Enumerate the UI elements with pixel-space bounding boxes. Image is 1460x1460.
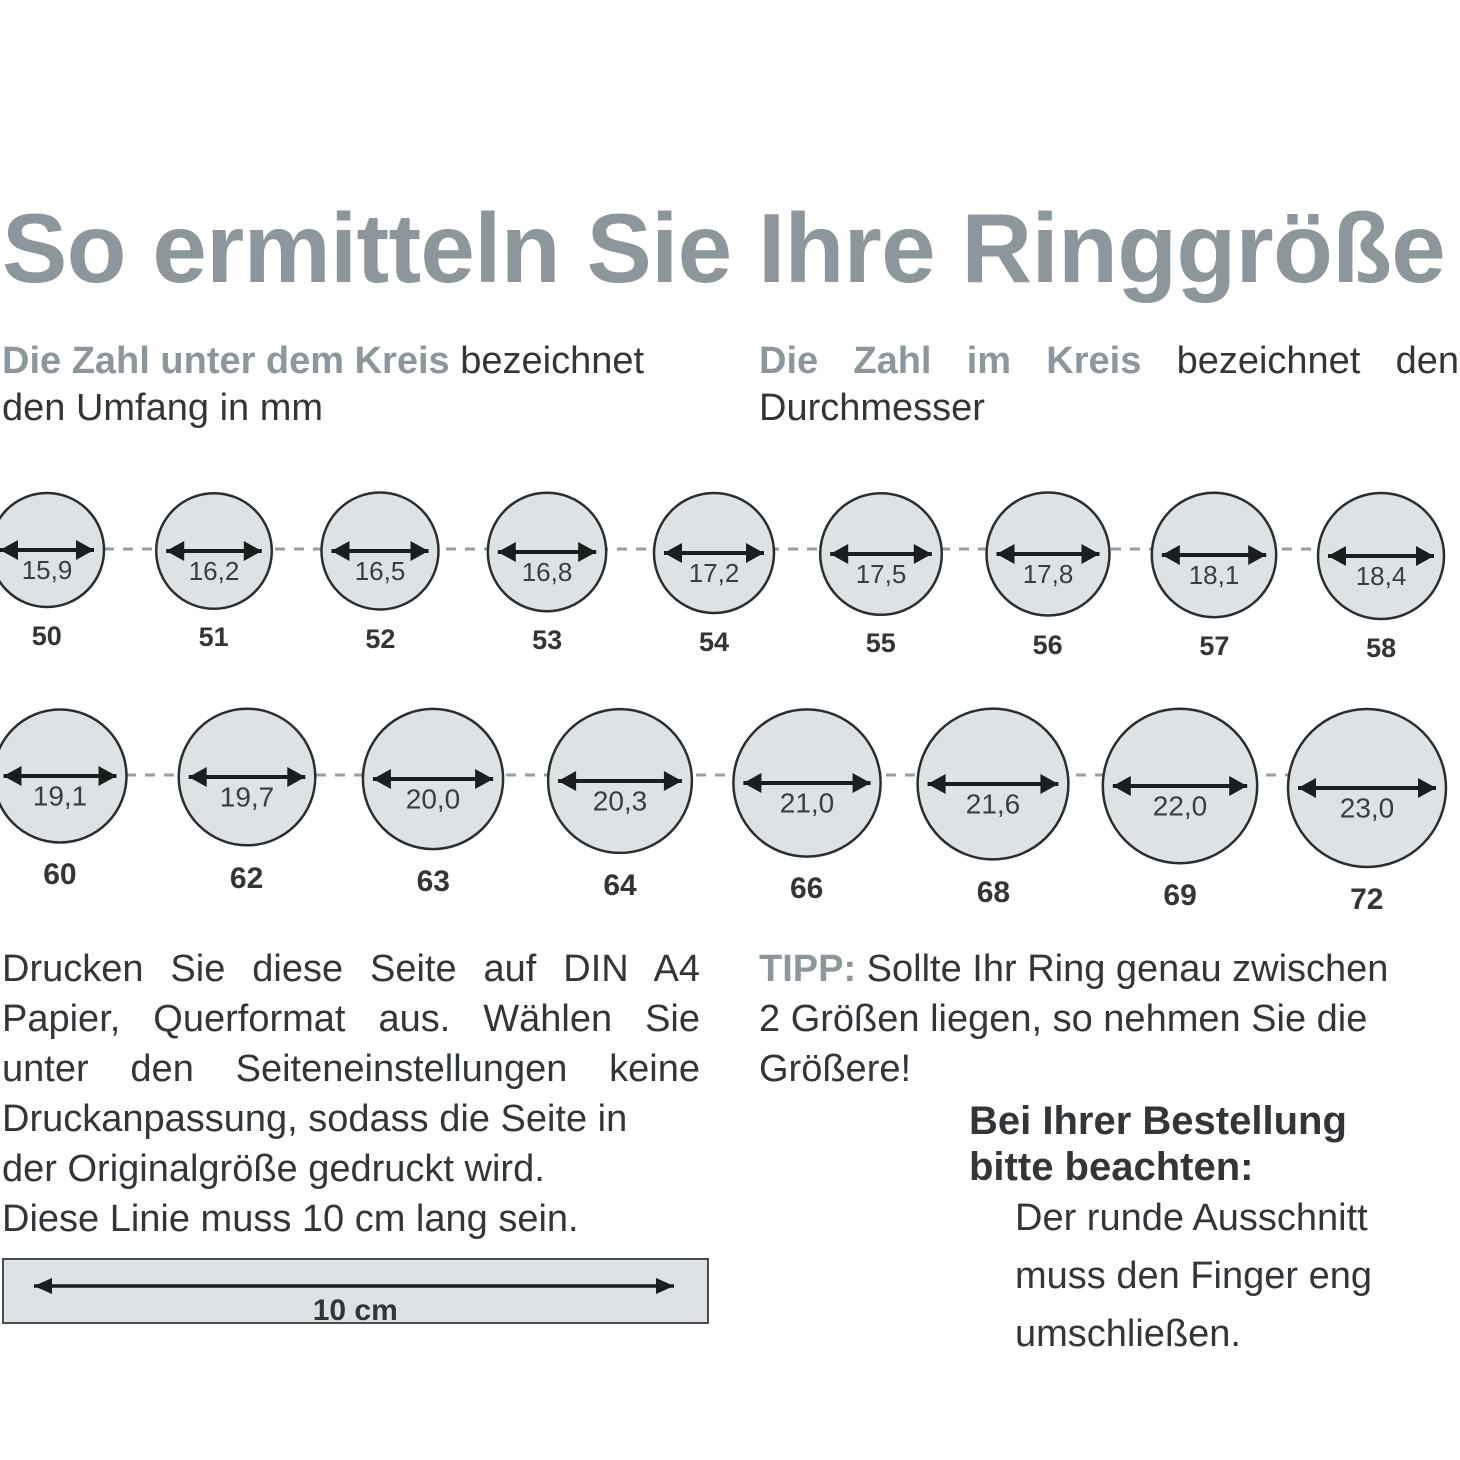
svg-text:19,1: 19,1 xyxy=(33,780,88,811)
svg-text:16,2: 16,2 xyxy=(188,555,239,585)
svg-text:18,1: 18,1 xyxy=(1189,560,1240,590)
svg-text:19,7: 19,7 xyxy=(219,782,274,813)
svg-text:16,8: 16,8 xyxy=(522,557,573,587)
svg-text:17,5: 17,5 xyxy=(855,558,906,588)
svg-text:20,3: 20,3 xyxy=(593,785,648,816)
svg-text:18,4: 18,4 xyxy=(1356,561,1407,591)
svg-text:20,0: 20,0 xyxy=(406,784,461,815)
svg-text:21,6: 21,6 xyxy=(966,789,1021,820)
svg-text:17,8: 17,8 xyxy=(1022,559,1073,589)
svg-text:22,0: 22,0 xyxy=(1153,791,1208,822)
svg-text:17,2: 17,2 xyxy=(689,558,740,588)
svg-text:16,5: 16,5 xyxy=(355,556,406,586)
svg-text:23,0: 23,0 xyxy=(1340,793,1395,824)
svg-text:21,0: 21,0 xyxy=(779,787,834,818)
svg-text:15,9: 15,9 xyxy=(22,555,73,585)
